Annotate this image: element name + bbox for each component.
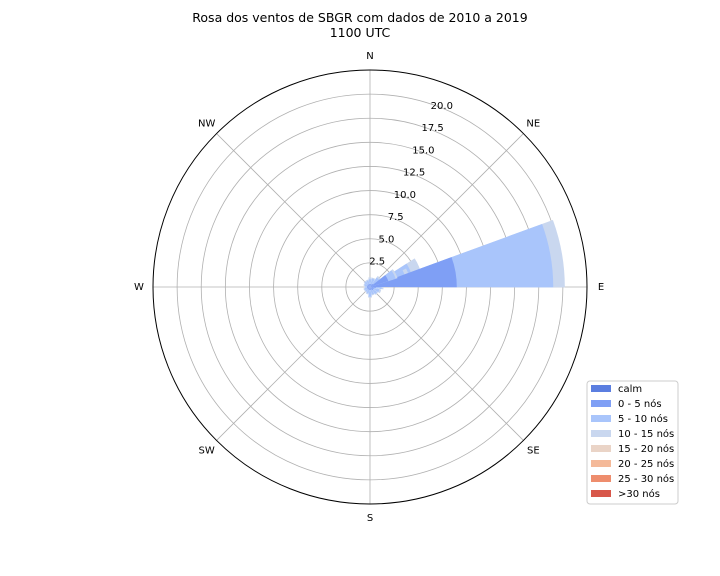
direction-label-n: N [366, 51, 373, 62]
legend-swatch [591, 460, 611, 467]
wind-bar-0-5-n-s [367, 287, 370, 289]
wind-bar-0-5-n-s [368, 287, 370, 290]
legend-label: 25 - 30 nós [618, 473, 674, 485]
legend-label: 15 - 20 nós [618, 443, 674, 455]
polar-frame [152, 69, 588, 505]
legend-label: 5 - 10 nós [618, 413, 668, 425]
wind-bar-0-5-n-s [369, 284, 371, 287]
r-tick-label: 15.0 [412, 145, 434, 156]
legend-label: 10 - 15 nós [618, 428, 674, 440]
grid-spoke [216, 133, 371, 288]
wind-bar-5-10-n-s [368, 279, 372, 287]
wind-bar-5-10-n-s [368, 287, 372, 297]
grid-spoke [369, 133, 524, 288]
direction-label-s: S [367, 513, 373, 524]
direction-label-w: W [134, 282, 144, 293]
legend-box [586, 380, 679, 505]
r-tick-label: 5.0 [379, 234, 395, 245]
legend-swatch [591, 415, 611, 422]
wind-bar-0-5-n-s [370, 283, 374, 287]
wind-bar-0-5-n-s [370, 275, 389, 287]
r-tick-label: 20.0 [431, 101, 453, 112]
r-tick-label: 2.5 [369, 257, 385, 268]
grid-spoke [216, 286, 371, 441]
legend-swatch [591, 490, 611, 497]
direction-label-ne: NE [526, 119, 540, 130]
wind-bar-0-5-n-s [370, 287, 374, 290]
legend-label: calm [618, 384, 642, 395]
wind-bar-0-5-n-s [369, 287, 371, 290]
legend-swatch [591, 400, 611, 407]
legend-swatch [591, 385, 611, 392]
r-tick-label: 12.5 [403, 168, 425, 179]
wind-bars [363, 219, 565, 298]
grid-spoke [369, 286, 524, 441]
direction-label-nw: NW [198, 119, 215, 130]
legend-label: 0 - 5 nós [618, 398, 662, 410]
chart-subtitle: 1100 UTC [330, 25, 391, 40]
wind-bar-0-5-n-s [367, 284, 370, 287]
wind-bar-0-5-n-s [368, 284, 370, 287]
chart-title: Rosa dos ventos de SBGR com dados de 201… [192, 10, 527, 25]
legend-label: >30 nós [618, 488, 660, 500]
legend: calm 0 - 5 nós 5 - 10 nós 10 - 15 nós 15 - 2… [586, 380, 679, 505]
r-tick-label: 7.5 [388, 212, 404, 223]
direction-label-sw: SW [199, 445, 215, 456]
legend-swatch [591, 430, 611, 437]
wind-bar-0-5-n-s [370, 287, 372, 290]
r-tick-label: 10.0 [394, 190, 416, 201]
wind-bar-0-5-n-s [367, 287, 370, 290]
wind-bar-0-5-n-s [367, 286, 370, 288]
legend-swatch [591, 475, 611, 482]
wind-bar-0-5-n-s [370, 284, 372, 287]
legend-swatch [591, 445, 611, 452]
wind-bar-0-5-n-s [367, 285, 370, 287]
r-tick-label: 17.5 [421, 123, 443, 134]
wind-bar-0-5-n-s [370, 287, 374, 291]
axis-labels: 2.5 5.0 7.5 10.0 12.5 15.0 17.5 20.0 N NW W SW S SE E N… [134, 51, 604, 524]
direction-label-se: SE [527, 445, 540, 456]
polar-frame-circle [152, 69, 588, 505]
direction-label-e: E [598, 282, 604, 293]
legend-label: 20 - 25 nós [618, 458, 674, 470]
